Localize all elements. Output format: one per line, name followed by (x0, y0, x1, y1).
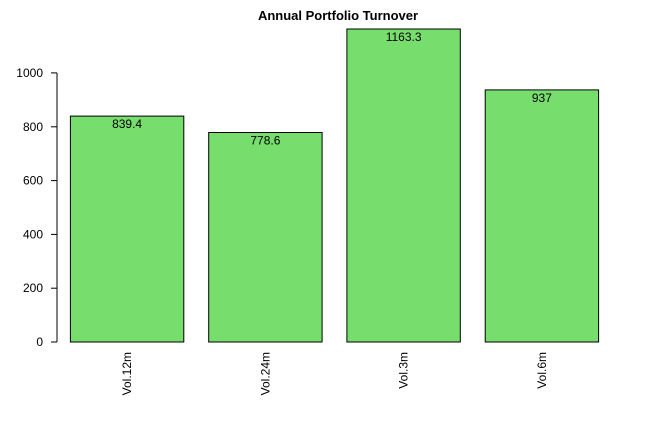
bar-vol-6m (484, 89, 600, 343)
x-tick-label: Vol.12m (120, 352, 134, 395)
data-label: 778.6 (250, 134, 280, 148)
bar-vol-12m (69, 115, 185, 343)
bars-group: 839.4 778.6 1163.3 937 (69, 28, 600, 343)
x-tick-label: Vol.24m (258, 352, 272, 395)
data-label: 1163.3 (386, 30, 422, 44)
x-tick-label: Vol.6m (535, 352, 549, 389)
y-tick-label: 200 (23, 281, 43, 295)
y-tick-label: 0 (36, 335, 43, 349)
data-label: 937 (532, 91, 552, 105)
y-axis: 0 200 400 600 800 1000 (16, 66, 58, 349)
y-tick-label: 600 (23, 174, 43, 188)
bar-vol-24m (208, 132, 323, 343)
chart-title: Annual Portfolio Turnover (258, 8, 418, 23)
x-axis-labels: Vol.12m Vol.24m Vol.3m Vol.6m (120, 352, 549, 395)
y-tick-label: 400 (23, 227, 43, 241)
y-tick-label: 800 (23, 120, 43, 134)
y-tick-label: 1000 (16, 66, 43, 80)
x-tick-label: Vol.3m (397, 352, 411, 389)
bar-vol-3m (346, 28, 461, 343)
data-label: 839.4 (112, 117, 142, 131)
